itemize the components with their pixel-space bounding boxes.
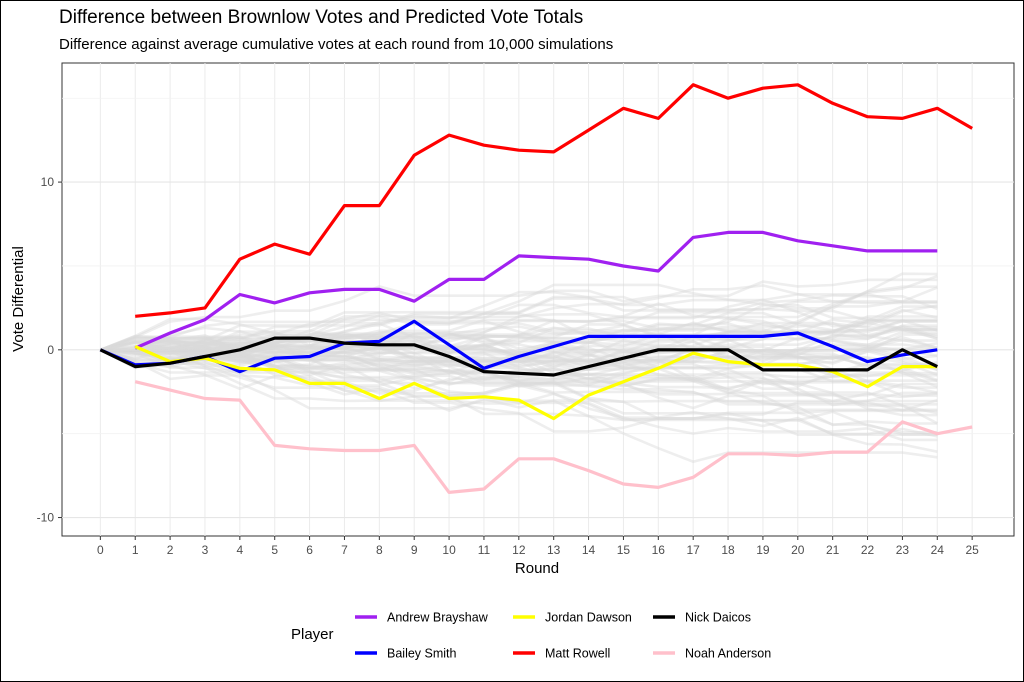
x-tick-label: 10 (442, 543, 456, 557)
simulation-line (99, 283, 938, 352)
grid-lines (62, 63, 1014, 536)
series-line-bailey-smith (99, 319, 938, 374)
x-tick-label: 22 (861, 543, 875, 557)
chart-title: Difference between Brownlow Votes and Pr… (59, 7, 584, 28)
x-tick-label: 2 (167, 543, 174, 557)
simulation-line (100, 274, 938, 352)
x-tick-label: 12 (512, 543, 526, 557)
x-tick-label: 3 (202, 543, 209, 557)
series-line-andrew-brayshaw (134, 230, 938, 350)
simulation-line (100, 344, 938, 390)
x-tick-label: 15 (617, 543, 631, 557)
y-tick-label: -10 (37, 511, 55, 525)
simulation-line (100, 311, 938, 363)
simulation-line (100, 286, 938, 366)
x-tick-label: 25 (965, 543, 979, 557)
x-tick-label: 5 (271, 543, 278, 557)
simulation-line (100, 320, 938, 389)
x-tick-label: 8 (376, 543, 383, 557)
y-tick-label: 0 (47, 343, 54, 357)
simulation-line (99, 348, 938, 464)
x-tick-label: 6 (306, 543, 313, 557)
x-tick-label: 23 (896, 543, 910, 557)
x-tick-label: 17 (686, 543, 700, 557)
x-tick-label: 7 (341, 543, 348, 557)
x-tick-label: 13 (547, 543, 561, 557)
x-tick-label: 18 (721, 543, 735, 557)
x-tick-label: 1 (132, 543, 139, 557)
simulation-line (100, 315, 938, 361)
simulation-line (99, 348, 938, 436)
series-line-noah-anderson (134, 380, 973, 494)
simulation-line (100, 338, 938, 391)
y-axis-title: Vote Differential (10, 246, 27, 352)
simulation-line (100, 292, 938, 361)
simulation-line (100, 330, 938, 362)
chart-subtitle: Difference against average cumulative vo… (59, 36, 614, 53)
legend-label: Noah Anderson (685, 647, 771, 661)
legend: Andrew Brayshaw Bailey Smith Jordan Dawson… (355, 611, 771, 661)
legend-label: Matt Rowell (545, 647, 610, 661)
x-tick-label: 21 (826, 543, 840, 557)
x-tick-label: 19 (756, 543, 770, 557)
simulation-line (100, 290, 938, 352)
simulation-line (100, 295, 938, 354)
simulation-line (100, 302, 938, 352)
x-tick-label: 11 (478, 543, 491, 557)
simulation-line (100, 348, 938, 453)
x-tick-label: 0 (97, 543, 104, 557)
x-tick-label: 16 (652, 543, 666, 557)
series-line-matt-rowell (135, 83, 973, 318)
simulation-line (100, 348, 938, 427)
simulation-line (100, 304, 938, 361)
simulation-line (100, 336, 938, 403)
x-axis-ticks: 0 1 2 3 4 5 6 7 8 9 10 11 12 13 14 15 16 17 18 19 20 21 22 23 24… (97, 536, 979, 557)
simulation-line (99, 318, 938, 369)
legend-label: Andrew Brayshaw (387, 611, 489, 625)
x-tick-label: 20 (791, 543, 805, 557)
simulation-line (100, 348, 938, 375)
simulation-line (100, 348, 938, 442)
x-tick-label: 9 (411, 543, 418, 557)
simulation-line (100, 333, 938, 361)
simulation-line (100, 348, 938, 388)
simulation-line (99, 348, 938, 412)
simulation-line (100, 284, 938, 352)
y-tick-label: 10 (41, 175, 55, 189)
y-axis-ticks: -10 0 10 (37, 175, 62, 525)
legend-title: Player (291, 626, 334, 643)
x-tick-label: 4 (237, 543, 244, 557)
simulation-line (100, 338, 938, 371)
simulation-line (100, 321, 938, 355)
x-tick-label: 14 (582, 543, 596, 557)
simulation-line (100, 347, 938, 434)
simulation-line (100, 332, 938, 371)
simulation-line (100, 344, 938, 417)
legend-label: Nick Daicos (685, 611, 751, 625)
x-tick-label: 24 (931, 543, 945, 557)
simulation-line (99, 278, 938, 352)
simulation-line (100, 298, 938, 352)
simulation-line (100, 348, 938, 420)
simulation-line (99, 311, 938, 352)
simulation-line (100, 348, 938, 436)
series-line-nick-daicos (99, 336, 938, 377)
simulation-line (100, 330, 938, 371)
series-line-jordan-dawson (134, 345, 938, 421)
plot-panel (61, 62, 1015, 537)
simulation-line (100, 329, 938, 357)
legend-label: Jordan Dawson (545, 611, 632, 625)
x-axis-title: Round (515, 560, 559, 577)
simulation-line (99, 334, 938, 394)
simulation-line (99, 348, 938, 412)
simulation-line (100, 324, 938, 360)
legend-label: Bailey Smith (387, 647, 457, 661)
simulation-line (100, 342, 938, 425)
series-lines (99, 83, 973, 494)
simulation-line (100, 348, 938, 422)
